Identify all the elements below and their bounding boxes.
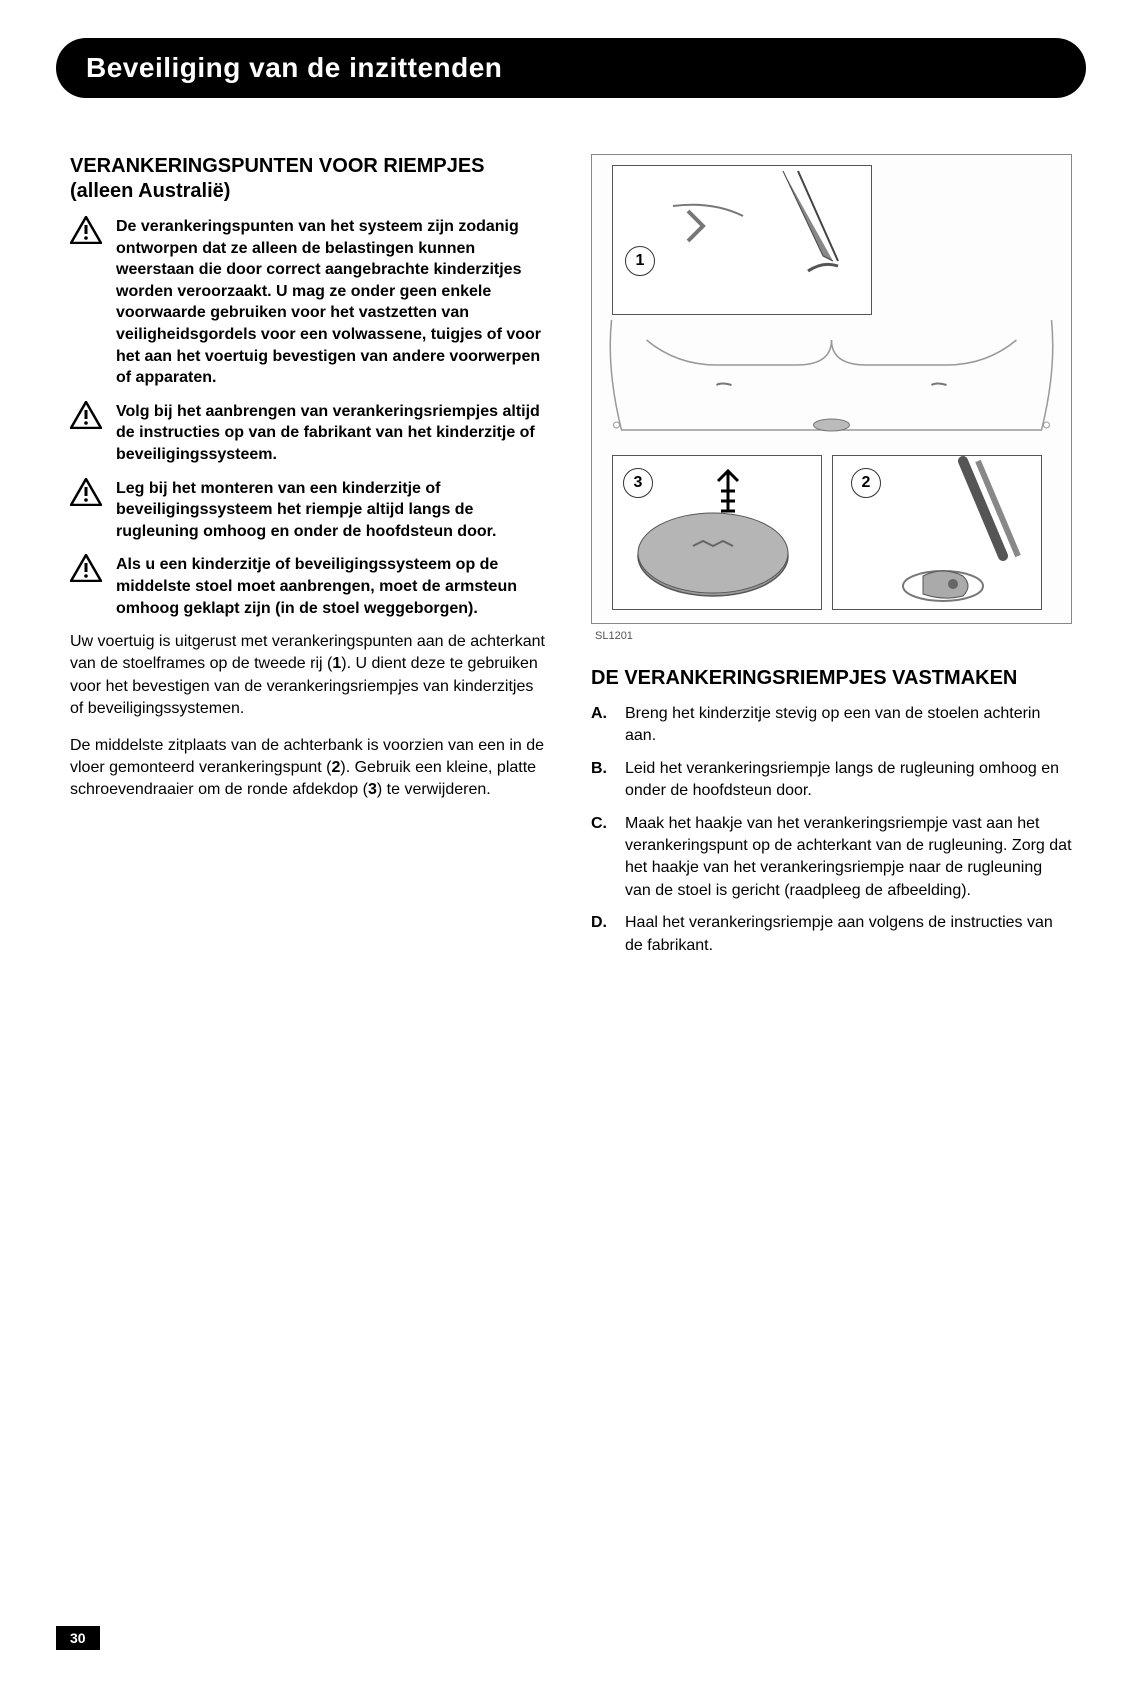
illustration-panel-bottom-left: 3 — [612, 455, 822, 610]
right-column: 1 3 — [591, 154, 1072, 967]
steps-list: A. Breng het kinderzitje stevig op een v… — [591, 703, 1072, 957]
illustration-label-3: 3 — [623, 468, 653, 498]
list-item: D. Haal het verankeringsriempje aan volg… — [591, 912, 1072, 957]
body-paragraph: De middelste zitplaats van de achterbank… — [70, 735, 551, 802]
ref-number: 1 — [332, 655, 341, 672]
illustration-seats — [592, 310, 1071, 445]
step-text: Maak het haakje van het verankeringsriem… — [625, 813, 1072, 903]
step-label: C. — [591, 813, 613, 903]
illustration-panel-top: 1 — [612, 165, 872, 315]
content-area: VERANKERINGSPUNTEN VOOR RIEMPJES (alleen… — [0, 98, 1142, 967]
warning-icon — [70, 401, 102, 466]
warning-block: Volg bij het aanbrengen van verankerings… — [70, 401, 551, 466]
list-item: A. Breng het kinderzitje stevig op een v… — [591, 703, 1072, 748]
list-item: C. Maak het haakje van het verankeringsr… — [591, 813, 1072, 903]
ref-number: 3 — [368, 781, 377, 798]
step-text: Breng het kinderzitje stevig op een van … — [625, 703, 1072, 748]
warning-icon — [70, 216, 102, 389]
illustration-label-1: 1 — [625, 246, 655, 276]
warning-icon — [70, 554, 102, 619]
right-section-title: DE VERANKERINGSRIEMPJES VASTMAKEN — [591, 666, 1072, 691]
step-text: Leid het verankeringsriempje langs de ru… — [625, 758, 1072, 803]
illustration-label-2: 2 — [851, 468, 881, 498]
body-paragraph: Uw voertuig is uitgerust met verankering… — [70, 631, 551, 721]
left-section-title: VERANKERINGSPUNTEN VOOR RIEMPJES (alleen… — [70, 154, 551, 204]
step-text: Haal het verankeringsriempje aan volgens… — [625, 912, 1072, 957]
page-title: Beveiliging van de inzittenden — [86, 52, 502, 83]
warning-block: Als u een kinderzitje of beveiligingssys… — [70, 554, 551, 619]
warning-text: De verankeringspunten van het systeem zi… — [116, 216, 551, 389]
page-number: 30 — [56, 1626, 100, 1650]
tether-illustration: 1 3 — [591, 154, 1072, 624]
text-span: ) te verwijderen. — [377, 781, 491, 798]
warning-block: Leg bij het monteren van een kinderzitje… — [70, 478, 551, 543]
warning-block: De verankeringspunten van het systeem zi… — [70, 216, 551, 389]
step-label: B. — [591, 758, 613, 803]
warning-icon — [70, 478, 102, 543]
warning-text: Leg bij het monteren van een kinderzitje… — [116, 478, 551, 543]
step-label: D. — [591, 912, 613, 957]
illustration-code: SL1201 — [595, 630, 1072, 642]
illustration-panel-bottom-right: 2 — [832, 455, 1042, 610]
warning-text: Als u een kinderzitje of beveiligingssys… — [116, 554, 551, 619]
list-item: B. Leid het verankeringsriempje langs de… — [591, 758, 1072, 803]
page-header: Beveiliging van de inzittenden — [56, 38, 1086, 98]
step-label: A. — [591, 703, 613, 748]
left-column: VERANKERINGSPUNTEN VOOR RIEMPJES (alleen… — [70, 154, 551, 967]
warning-text: Volg bij het aanbrengen van verankerings… — [116, 401, 551, 466]
